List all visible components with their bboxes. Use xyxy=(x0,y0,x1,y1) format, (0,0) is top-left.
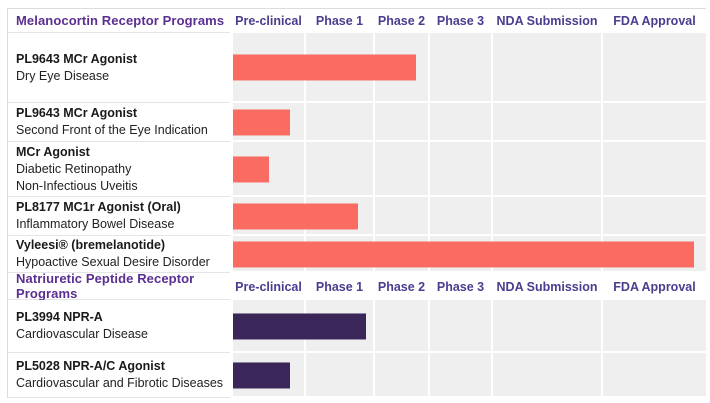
stage-label-phase1: Phase 1 xyxy=(315,14,364,28)
stage-track-cell xyxy=(430,33,491,101)
group-header-melanocortin: Melanocortin Receptor Programs Pre-clini… xyxy=(8,9,706,33)
program-row: PL9643 MCr Agonist Dry Eye Disease xyxy=(8,33,706,103)
progress-bar xyxy=(233,240,694,267)
stage-track-cell xyxy=(493,300,601,351)
stage-track xyxy=(233,142,706,197)
program-row: PL3994 NPR-A Cardiovascular Disease xyxy=(8,300,706,353)
stage-track xyxy=(233,103,706,142)
stage-track-cell xyxy=(430,142,491,195)
stage-track-cell xyxy=(493,197,601,234)
stage-track-cell xyxy=(375,197,428,234)
stage-track-cell xyxy=(430,197,491,234)
indication: Hypoactive Sexual Desire Disorder xyxy=(16,255,210,269)
indication: Diabetic Retinopathy xyxy=(16,161,132,176)
stage-track-cell xyxy=(493,103,601,140)
stage-track-cell xyxy=(375,103,428,140)
stage-track xyxy=(233,300,706,353)
program-name: PL9643 MCr Agonist xyxy=(16,106,138,120)
stage-label-phase2: Phase 2 xyxy=(377,14,426,28)
stage-label-nda: NDA Submission xyxy=(496,279,598,294)
stage-label-preclinical: Pre-clinical xyxy=(235,279,302,294)
pipeline-table: Melanocortin Receptor Programs Pre-clini… xyxy=(7,8,706,398)
group-title-natriuretic: Natriuretic Peptide Receptor Programs xyxy=(16,271,195,301)
stage-track xyxy=(233,33,706,103)
stage-track-cell xyxy=(375,300,428,351)
indication: Dry Eye Disease xyxy=(16,68,110,83)
stage-track-cell xyxy=(493,353,601,396)
progress-bar xyxy=(233,361,290,388)
divider xyxy=(230,9,233,33)
program-row: PL8177 MC1r Agonist (Oral) Inflammatory … xyxy=(8,197,706,236)
stage-track-cell xyxy=(375,142,428,195)
program-name: PL8177 MC1r Agonist (Oral) xyxy=(16,200,181,214)
stage-header-row: Pre-clinical Phase 1 Phase 2 Phase 3 NDA… xyxy=(233,273,706,300)
program-name: MCr Agonist xyxy=(16,144,90,159)
stage-track-cell xyxy=(306,353,373,396)
program-row: PL5028 NPR-A/C Agonist Cardiovascular an… xyxy=(8,353,706,398)
stage-track-cell xyxy=(306,142,373,195)
stage-label-phase3: Phase 3 xyxy=(436,14,485,28)
progress-bar xyxy=(233,155,269,182)
stage-label-preclinical: Pre-clinical xyxy=(235,14,302,28)
stage-track-cell xyxy=(430,353,491,396)
stage-label-phase1: Phase 1 xyxy=(315,279,364,294)
stage-label-phase2: Phase 2 xyxy=(377,279,426,294)
indication: Cardiovascular Disease xyxy=(16,327,149,341)
progress-bar xyxy=(233,202,358,229)
stage-track-cell xyxy=(430,103,491,140)
stage-track-cell xyxy=(603,300,706,351)
program-row: Vyleesi® (bremelanotide) Hypoactive Sexu… xyxy=(8,236,706,273)
stage-track-cell xyxy=(603,33,706,101)
stage-label-fda: FDA Approval xyxy=(613,279,696,294)
indication: Non-Infectious Uveitis xyxy=(16,178,138,193)
progress-bar xyxy=(233,312,366,339)
program-row: PL9643 MCr Agonist Second Front of the E… xyxy=(8,103,706,142)
stage-track xyxy=(233,353,706,398)
group-header-natriuretic: Natriuretic Peptide Receptor Programs Pr… xyxy=(8,271,706,301)
stage-track-cell xyxy=(603,353,706,396)
stage-track-cell xyxy=(603,142,706,195)
stage-track-cell xyxy=(430,300,491,351)
stage-track-cell xyxy=(493,33,601,101)
indication: Second Front of the Eye Indication xyxy=(16,123,208,137)
progress-bar xyxy=(233,54,416,81)
program-name: PL5028 NPR-A/C Agonist xyxy=(16,359,165,373)
progress-bar xyxy=(233,108,290,135)
indication: Inflammatory Bowel Disease xyxy=(16,217,175,231)
indication: Cardiovascular and Fibrotic Diseases xyxy=(16,376,224,390)
stage-track-cell xyxy=(603,197,706,234)
program-name: PL3994 NPR-A xyxy=(16,310,103,324)
stage-header-row: Pre-clinical Phase 1 Phase 2 Phase 3 NDA… xyxy=(233,9,706,33)
program-name: PL9643 MCr Agonist xyxy=(16,51,138,66)
program-row: MCr Agonist Diabetic Retinopathy Non-Inf… xyxy=(8,142,706,197)
stage-track-cell xyxy=(603,103,706,140)
program-name: Vyleesi® (bremelanotide) xyxy=(16,238,166,252)
stage-label-nda: NDA Submission xyxy=(496,14,598,28)
stage-track-cell xyxy=(375,353,428,396)
group-title-melanocortin: Melanocortin Receptor Programs xyxy=(16,13,225,28)
stage-track xyxy=(233,236,706,273)
divider xyxy=(230,273,233,300)
stage-label-phase3: Phase 3 xyxy=(436,279,485,294)
stage-track-cell xyxy=(306,103,373,140)
stage-track xyxy=(233,197,706,236)
stage-track-cell xyxy=(493,142,601,195)
stage-label-fda: FDA Approval xyxy=(613,14,696,28)
